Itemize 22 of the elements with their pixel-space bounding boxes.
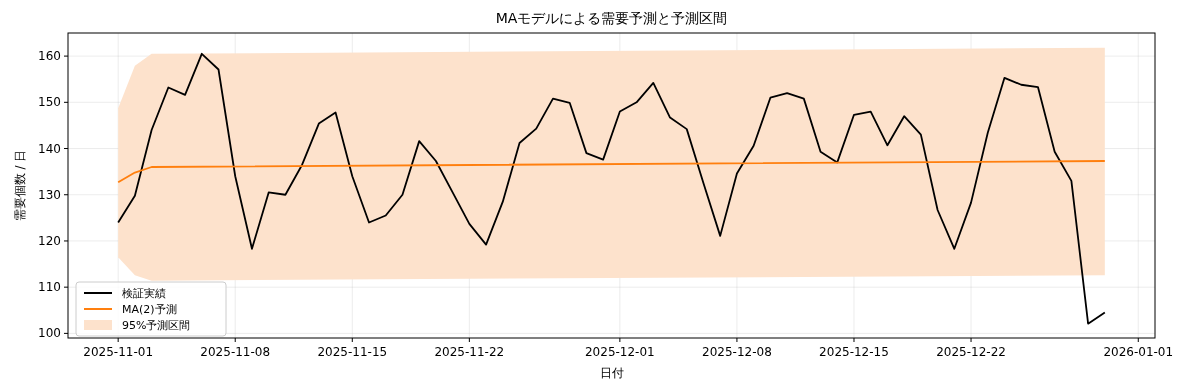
x-tick-label: 2025-12-01 — [584, 345, 655, 359]
y-tick-label: 130 — [38, 187, 61, 202]
y-tick-label: 100 — [38, 326, 61, 341]
x-tick-label: 2026-01-01 — [1103, 345, 1174, 359]
chart-title: MAモデルによる需要予測と予測区間 — [495, 10, 728, 26]
x-tick-label: 2025-11-15 — [317, 345, 388, 359]
y-axis-title: 需要個数 / 日 — [13, 149, 27, 222]
y-tick-label: 120 — [38, 233, 61, 248]
x-tick-label: 2025-12-08 — [702, 345, 772, 359]
x-axis-title: 日付 — [599, 366, 624, 380]
y-tick-label: 110 — [38, 280, 61, 295]
y-tick-label: 160 — [38, 49, 61, 64]
y-tick-label: 140 — [38, 141, 61, 156]
legend-label: 検証実績 — [122, 287, 166, 300]
x-tick-label: 2025-11-22 — [434, 345, 505, 359]
x-tick-label: 2025-11-01 — [83, 345, 154, 359]
x-tick-label: 2025-12-15 — [819, 345, 889, 359]
legend-label: MA(2)予測 — [122, 303, 177, 316]
x-tick-label: 2025-11-08 — [200, 345, 271, 359]
legend-label: 95%予測区間 — [122, 319, 191, 332]
y-tick-label: 150 — [38, 95, 61, 110]
x-tick-label: 2025-12-22 — [936, 345, 1006, 359]
